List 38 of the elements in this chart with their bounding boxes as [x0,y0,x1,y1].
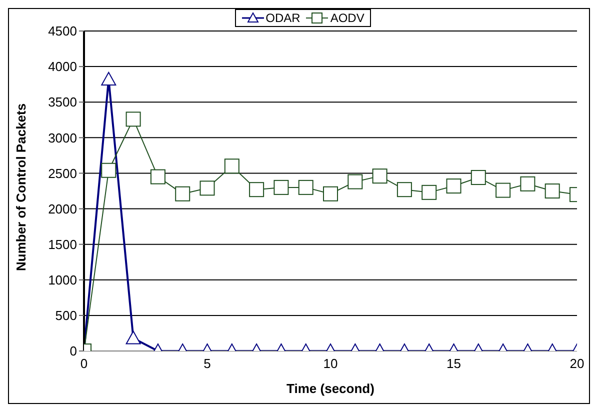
y-tick-label: 2500 [48,166,77,181]
y-tick-label: 500 [55,308,77,324]
point [249,182,264,198]
y-tick-label: 4000 [48,59,77,74]
y-tick-label: 4500 [48,24,77,39]
x-tick-label: 20 [570,356,584,372]
point [200,180,215,196]
point [298,180,314,195]
point [372,168,388,184]
point [544,184,560,198]
point [422,184,437,200]
y-tick-label: 2000 [48,201,77,216]
legend-label: ODAR [266,11,300,25]
y-axis-title: Number of Control Packets [14,103,29,271]
x-tick-label: 10 [323,356,338,372]
point [496,182,511,198]
x-tick-label: 5 [204,356,211,372]
point [101,162,116,178]
point [396,182,412,198]
point [224,158,240,174]
x-tick-label: 0 [80,356,88,372]
x-axis-title: Time (second) [286,381,374,396]
y-tick-label: 3500 [48,94,77,110]
point [470,170,486,185]
y-tick-label: 1500 [48,236,77,252]
point [126,112,141,127]
legend-label: AODV [330,11,364,25]
point [446,178,462,194]
y-tick-label: 0 [70,344,77,359]
y-tick-label: 3000 [48,130,77,146]
point [274,180,289,195]
x-tick-label: 15 [446,356,461,372]
point [175,186,190,202]
point [348,174,363,190]
y-tick-label: 1000 [48,272,77,288]
point [323,186,338,202]
point [520,176,536,192]
point [150,169,166,184]
